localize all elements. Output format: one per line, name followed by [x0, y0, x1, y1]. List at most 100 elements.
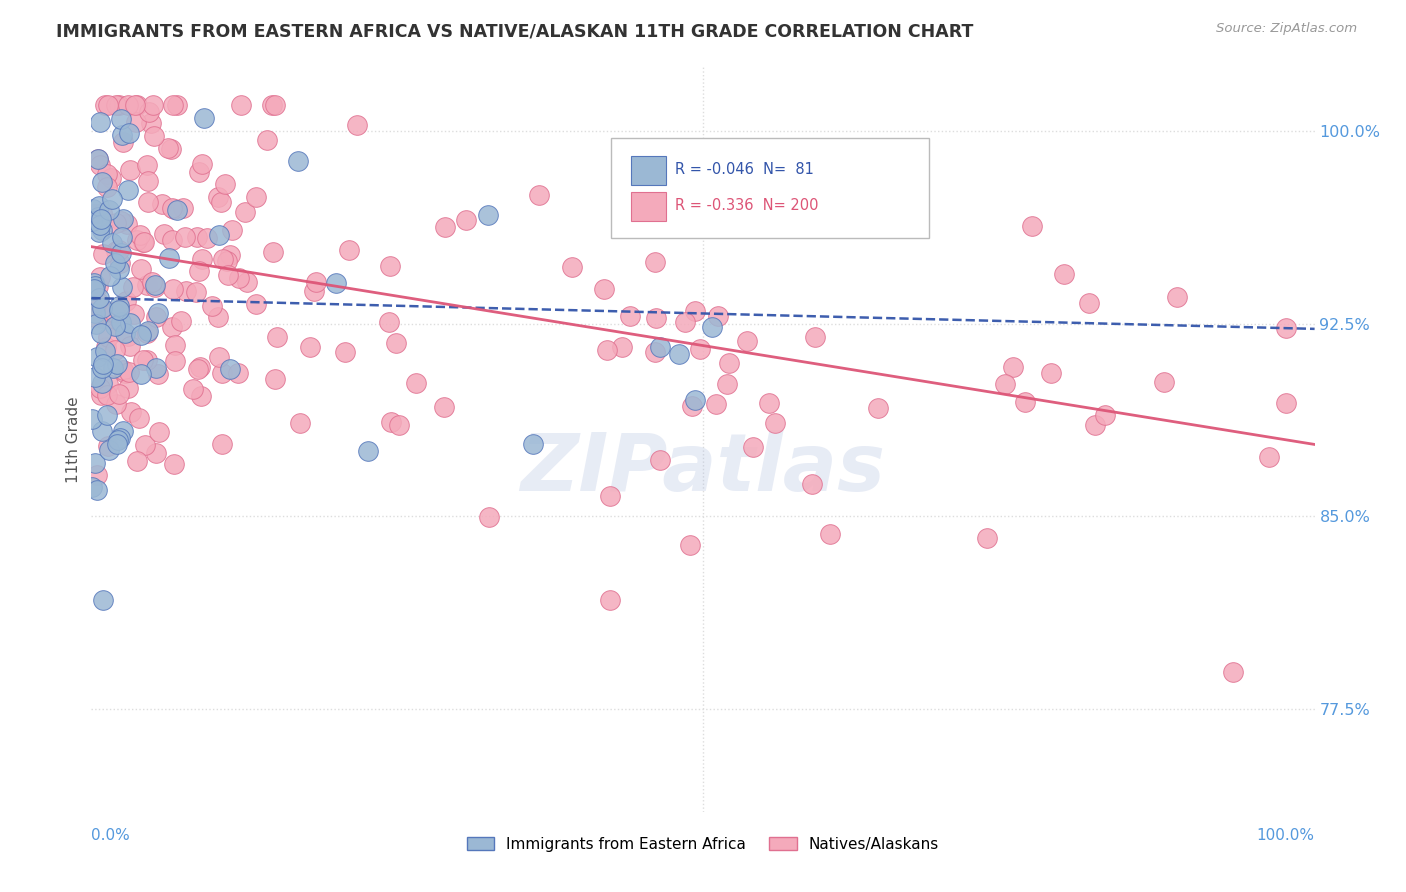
- Point: [114, 326, 136, 340]
- Point: [1021, 219, 1043, 233]
- Point: [87, 152, 110, 166]
- Point: [716, 376, 738, 391]
- Point: [811, 214, 834, 228]
- Point: [683, 393, 706, 408]
- Point: [105, 357, 128, 371]
- Point: [741, 441, 763, 455]
- Point: [804, 330, 827, 344]
- Point: [181, 382, 204, 396]
- Text: 0.0%: 0.0%: [91, 828, 131, 843]
- Point: [118, 127, 141, 141]
- Point: [170, 313, 193, 327]
- Point: [305, 276, 328, 290]
- Point: [236, 275, 259, 289]
- Point: [735, 334, 758, 348]
- Point: [104, 318, 127, 332]
- Point: [145, 446, 167, 460]
- Point: [82, 480, 104, 494]
- Point: [217, 268, 239, 282]
- Point: [1153, 376, 1175, 390]
- Point: [976, 531, 998, 545]
- Point: [207, 190, 229, 204]
- Point: [1084, 418, 1107, 433]
- Point: [190, 389, 212, 403]
- Point: [866, 401, 889, 415]
- Point: [287, 153, 309, 168]
- Point: [346, 118, 368, 132]
- Point: [91, 301, 114, 315]
- Point: [105, 98, 128, 112]
- Point: [190, 252, 212, 266]
- Point: [218, 248, 240, 262]
- Point: [139, 116, 162, 130]
- Point: [706, 163, 728, 178]
- Point: [1078, 295, 1101, 310]
- Point: [648, 340, 671, 354]
- Point: [325, 276, 347, 290]
- Point: [163, 202, 186, 216]
- Point: [83, 277, 105, 291]
- Point: [1166, 290, 1188, 304]
- Point: [90, 212, 112, 227]
- Point: [136, 326, 159, 340]
- Point: [136, 278, 159, 293]
- Point: [1222, 665, 1244, 680]
- Point: [702, 320, 724, 334]
- Point: [263, 371, 285, 385]
- Point: [683, 303, 706, 318]
- Point: [644, 345, 666, 359]
- Point: [160, 319, 183, 334]
- Point: [593, 283, 616, 297]
- Point: [96, 180, 118, 194]
- Point: [166, 203, 188, 218]
- Point: [136, 353, 159, 368]
- Point: [188, 264, 211, 278]
- Text: Source: ZipAtlas.com: Source: ZipAtlas.com: [1216, 22, 1357, 36]
- Point: [96, 167, 118, 181]
- Point: [260, 98, 283, 112]
- Point: [104, 318, 127, 333]
- Point: [235, 205, 257, 219]
- Point: [94, 98, 117, 112]
- Point: [689, 342, 711, 356]
- Point: [1257, 450, 1279, 464]
- Point: [87, 199, 110, 213]
- Point: [801, 477, 824, 491]
- Point: [245, 297, 267, 311]
- Point: [704, 397, 727, 411]
- Point: [208, 227, 231, 242]
- Point: [288, 417, 311, 431]
- Point: [117, 329, 139, 343]
- Point: [298, 340, 321, 354]
- Point: [100, 304, 122, 318]
- Point: [91, 311, 114, 326]
- Point: [405, 376, 427, 391]
- Point: [266, 330, 288, 344]
- Point: [150, 197, 173, 211]
- Point: [84, 306, 107, 320]
- Point: [94, 340, 117, 354]
- Point: [195, 231, 218, 245]
- Point: [103, 305, 125, 319]
- Point: [91, 424, 114, 438]
- Point: [80, 283, 103, 297]
- Point: [136, 174, 159, 188]
- Point: [610, 340, 633, 354]
- Point: [114, 294, 136, 309]
- Point: [148, 425, 170, 440]
- Point: [1274, 396, 1296, 410]
- Point: [741, 145, 763, 159]
- Point: [84, 456, 107, 470]
- Point: [163, 338, 186, 352]
- Point: [707, 310, 730, 324]
- Point: [98, 202, 121, 217]
- Point: [91, 205, 114, 219]
- Point: [648, 453, 671, 467]
- Point: [107, 433, 129, 447]
- Point: [211, 366, 233, 380]
- Point: [1001, 359, 1024, 374]
- Point: [221, 223, 243, 237]
- Point: [188, 165, 211, 179]
- Point: [529, 187, 551, 202]
- Point: [90, 175, 112, 189]
